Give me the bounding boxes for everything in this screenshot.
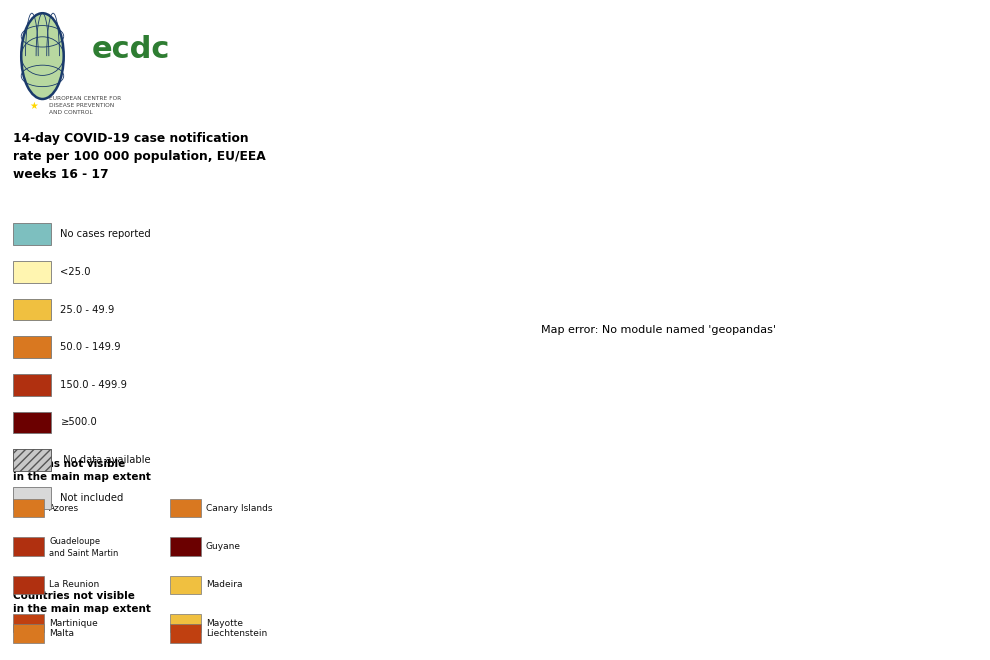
FancyBboxPatch shape — [13, 614, 45, 632]
Text: Martinique: Martinique — [50, 618, 98, 628]
Text: 150.0 - 499.9: 150.0 - 499.9 — [60, 379, 128, 390]
Text: 25.0 - 49.9: 25.0 - 49.9 — [60, 304, 115, 315]
Text: Not included: Not included — [60, 492, 124, 503]
Text: ecdc: ecdc — [91, 35, 170, 64]
Text: No data available: No data available — [60, 455, 151, 465]
Text: ≥500.0: ≥500.0 — [60, 417, 97, 428]
Text: La Reunion: La Reunion — [50, 580, 99, 589]
FancyBboxPatch shape — [13, 487, 50, 508]
Text: Mayotte: Mayotte — [206, 618, 243, 628]
FancyBboxPatch shape — [13, 537, 45, 556]
FancyBboxPatch shape — [13, 499, 45, 517]
FancyBboxPatch shape — [170, 499, 201, 517]
Text: 14-day COVID-19 case notification
rate per 100 000 population, EU/EEA
weeks 16 -: 14-day COVID-19 case notification rate p… — [13, 132, 266, 181]
FancyBboxPatch shape — [13, 624, 45, 643]
FancyBboxPatch shape — [170, 576, 201, 594]
Text: Azores: Azores — [50, 504, 79, 513]
Text: Madeira: Madeira — [206, 580, 243, 589]
FancyBboxPatch shape — [13, 412, 50, 434]
Text: Map error: No module named 'geopandas': Map error: No module named 'geopandas' — [541, 325, 776, 335]
FancyBboxPatch shape — [13, 223, 50, 245]
FancyBboxPatch shape — [13, 261, 50, 282]
Text: Liechtenstein: Liechtenstein — [206, 629, 267, 638]
Text: and Saint Martin: and Saint Martin — [50, 548, 119, 558]
FancyBboxPatch shape — [13, 576, 45, 594]
Text: ★: ★ — [30, 100, 39, 111]
Text: Regions not visible
in the main map extent: Regions not visible in the main map exte… — [13, 459, 150, 482]
Text: Guadeloupe: Guadeloupe — [50, 537, 100, 546]
Text: No cases reported: No cases reported — [60, 229, 151, 240]
Circle shape — [21, 13, 63, 99]
FancyBboxPatch shape — [170, 624, 201, 643]
Text: Countries not visible
in the main map extent: Countries not visible in the main map ex… — [13, 591, 150, 614]
Text: Guyane: Guyane — [206, 542, 241, 551]
FancyBboxPatch shape — [170, 537, 201, 556]
Text: <25.0: <25.0 — [60, 267, 91, 277]
FancyBboxPatch shape — [13, 337, 50, 358]
FancyBboxPatch shape — [13, 374, 50, 395]
Text: Malta: Malta — [50, 629, 74, 638]
FancyBboxPatch shape — [13, 298, 50, 320]
Text: Canary Islands: Canary Islands — [206, 504, 272, 513]
Text: 50.0 - 149.9: 50.0 - 149.9 — [60, 342, 121, 352]
FancyBboxPatch shape — [170, 614, 201, 632]
FancyBboxPatch shape — [13, 449, 50, 471]
Text: EUROPEAN CENTRE FOR
DISEASE PREVENTION
AND CONTROL: EUROPEAN CENTRE FOR DISEASE PREVENTION A… — [49, 96, 121, 115]
